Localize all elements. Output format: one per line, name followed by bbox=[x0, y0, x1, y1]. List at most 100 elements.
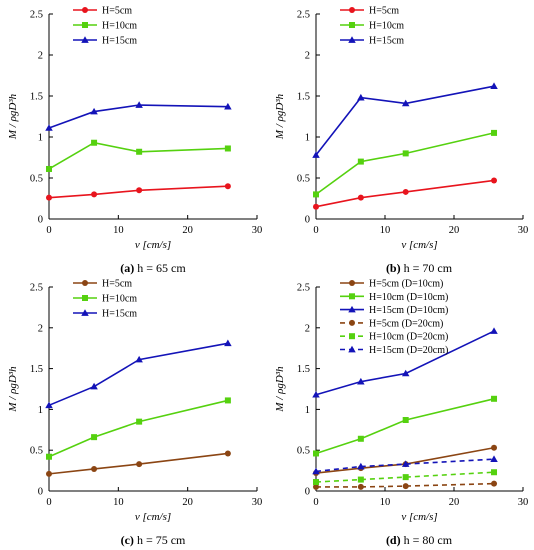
data-point bbox=[357, 435, 364, 442]
data-point bbox=[91, 139, 98, 146]
y-tick-label: 0 bbox=[305, 487, 310, 498]
series-2 bbox=[313, 395, 498, 457]
y-tick-label: 1.5 bbox=[297, 92, 310, 103]
legend-label: H=10cm (D=10cm) bbox=[369, 292, 448, 303]
data-point bbox=[490, 455, 498, 462]
legend-marker bbox=[82, 280, 88, 286]
x-tick-label: 0 bbox=[313, 225, 318, 236]
legend-label: H=10cm bbox=[102, 294, 137, 305]
data-point bbox=[46, 165, 52, 172]
y-tick-label: 2.5 bbox=[297, 283, 310, 294]
legend-label: H=5cm (D=20cm) bbox=[369, 318, 443, 329]
data-point bbox=[45, 124, 53, 131]
data-point bbox=[401, 99, 410, 107]
data-point bbox=[313, 191, 319, 198]
panel-caption-label: (a) bbox=[120, 261, 137, 275]
data-point bbox=[224, 397, 231, 404]
legend-marker bbox=[82, 295, 88, 301]
data-point bbox=[402, 417, 409, 424]
data-point bbox=[491, 469, 498, 476]
data-point bbox=[402, 188, 409, 195]
data-point bbox=[136, 187, 143, 194]
data-point bbox=[135, 101, 143, 108]
x-axis-title: v [cm/s] bbox=[135, 511, 171, 523]
legend-marker bbox=[349, 280, 355, 286]
series-line bbox=[316, 482, 495, 488]
series-line bbox=[48, 104, 228, 129]
data-point bbox=[357, 462, 365, 470]
series-3 bbox=[312, 82, 498, 158]
series-3 bbox=[312, 327, 498, 398]
y-tick-label: 2.5 bbox=[297, 10, 310, 21]
data-point bbox=[357, 93, 365, 101]
panel-caption-label: (d) bbox=[386, 533, 404, 547]
y-tick-label: 2 bbox=[305, 323, 310, 334]
series-1 bbox=[46, 183, 231, 201]
data-point bbox=[313, 479, 319, 486]
x-tick-label: 0 bbox=[313, 497, 318, 508]
y-tick-label: 1 bbox=[305, 133, 310, 144]
series-6 bbox=[312, 455, 498, 475]
y-tick-label: 2.5 bbox=[30, 283, 43, 294]
series-4 bbox=[313, 480, 498, 490]
y-tick-label: 0 bbox=[38, 487, 43, 498]
legend-marker bbox=[82, 7, 88, 13]
x-tick-label: 10 bbox=[113, 497, 124, 508]
legend: H=5cm H=10cm H=15cm bbox=[73, 279, 137, 320]
x-tick-label: 10 bbox=[380, 225, 391, 236]
y-tick-label: 0.5 bbox=[297, 446, 310, 457]
y-axis-title: M / ρgD³h bbox=[274, 366, 286, 413]
data-point bbox=[313, 450, 319, 457]
chart-panel-1: 0 0.5 1 1.5 2 2.5 0 10 20 30 v [cm/s] M / ρgD³h H=5c… bbox=[7, 6, 262, 276]
y-tick-label: 2.5 bbox=[30, 10, 43, 21]
data-point bbox=[357, 158, 364, 165]
data-point bbox=[402, 483, 409, 490]
series-line bbox=[315, 398, 495, 455]
data-point bbox=[357, 476, 364, 483]
data-point bbox=[313, 483, 319, 490]
series-line bbox=[315, 330, 495, 396]
legend-label: H=5cm bbox=[102, 279, 132, 290]
data-point bbox=[224, 339, 232, 347]
data-point bbox=[135, 355, 143, 363]
data-point bbox=[46, 470, 52, 477]
y-tick-label: 1.5 bbox=[30, 364, 43, 375]
data-point bbox=[313, 203, 319, 210]
series-line bbox=[48, 452, 228, 475]
legend-marker bbox=[81, 36, 89, 43]
legend: H=5cm (D=10cm) H=10cm (D=10cm) H=15cm (D=1… bbox=[340, 279, 448, 356]
data-point bbox=[90, 382, 98, 390]
legend-label: H=15cm bbox=[102, 36, 137, 47]
legend: H=5cm H=10cm H=15cm bbox=[73, 6, 137, 47]
x-tick-label: 30 bbox=[252, 225, 263, 236]
y-tick-label: 0.5 bbox=[30, 174, 43, 185]
y-tick-label: 0.5 bbox=[297, 174, 310, 185]
legend-marker bbox=[349, 22, 355, 28]
x-tick-label: 0 bbox=[46, 497, 51, 508]
data-point bbox=[491, 480, 498, 487]
legend-marker bbox=[349, 319, 355, 326]
legend-marker bbox=[81, 309, 89, 316]
data-point bbox=[136, 418, 143, 425]
y-axis-title: M / ρgD³h bbox=[7, 93, 19, 140]
y-tick-label: 2 bbox=[38, 51, 43, 62]
y-tick-label: 0.5 bbox=[30, 446, 43, 457]
x-tick-label: 30 bbox=[252, 497, 263, 508]
chart-panel-2: 0 0.5 1 1.5 2 2.5 0 10 20 30 v [cm/s] M / ρgD³h H=5c… bbox=[274, 6, 528, 276]
legend-label: H=10cm (D=20cm) bbox=[369, 332, 448, 343]
y-axis-title: M / ρgD³h bbox=[7, 366, 19, 413]
y-tick-label: 2 bbox=[38, 323, 43, 334]
legend-label: H=15cm (D=10cm) bbox=[369, 305, 448, 316]
series-line bbox=[315, 179, 495, 208]
y-tick-label: 1 bbox=[38, 133, 43, 144]
data-point bbox=[224, 145, 231, 152]
data-point bbox=[491, 129, 498, 136]
x-tick-label: 30 bbox=[518, 225, 529, 236]
panel-caption: (a) h = 65 cm bbox=[120, 261, 186, 275]
x-axis-title: v [cm/s] bbox=[401, 511, 437, 523]
y-tick-label: 1.5 bbox=[297, 364, 310, 375]
x-tick-label: 10 bbox=[113, 225, 124, 236]
data-point bbox=[136, 148, 143, 155]
y-tick-label: 0 bbox=[38, 215, 43, 226]
